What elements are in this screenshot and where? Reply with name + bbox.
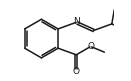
Text: N: N xyxy=(73,17,80,26)
Text: O: O xyxy=(87,42,94,51)
Text: O: O xyxy=(73,67,80,76)
